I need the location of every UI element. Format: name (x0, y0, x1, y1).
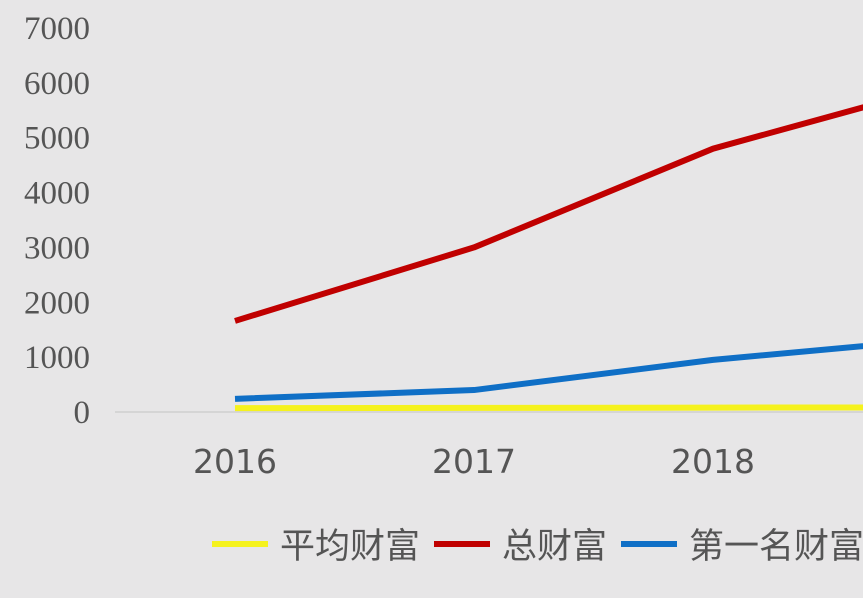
legend-item: 总财富 (434, 518, 607, 569)
legend-item: 第一名财富 (621, 518, 863, 569)
series-line-1 (234, 104, 863, 324)
y-tick-label: 4000 (24, 176, 90, 212)
legend-label: 平均财富 (280, 527, 421, 567)
legend-swatch (621, 540, 678, 547)
legend-item: 平均财富 (212, 518, 420, 569)
x-tick-label: 2017 (432, 442, 516, 481)
x-tick-label: 2016 (193, 442, 277, 481)
y-tick-label: 2000 (24, 285, 90, 321)
y-tick-label: 1000 (24, 340, 90, 376)
legend-label: 第一名财富 (689, 527, 863, 567)
y-tick-label: 0 (74, 395, 91, 431)
series-line-0 (234, 404, 863, 412)
y-tick-label: 7000 (24, 11, 90, 47)
legend-swatch (212, 540, 268, 547)
legend-label: 总财富 (502, 527, 608, 567)
legend-swatch (434, 540, 491, 547)
y-tick-label: 5000 (24, 121, 90, 157)
series-line-2 (234, 343, 863, 402)
legend: 平均财富 总财富 第一名财富 (212, 518, 863, 569)
y-tick-label: 3000 (24, 230, 90, 266)
x-tick-label: 2018 (671, 442, 755, 481)
y-tick-label: 6000 (24, 66, 90, 102)
